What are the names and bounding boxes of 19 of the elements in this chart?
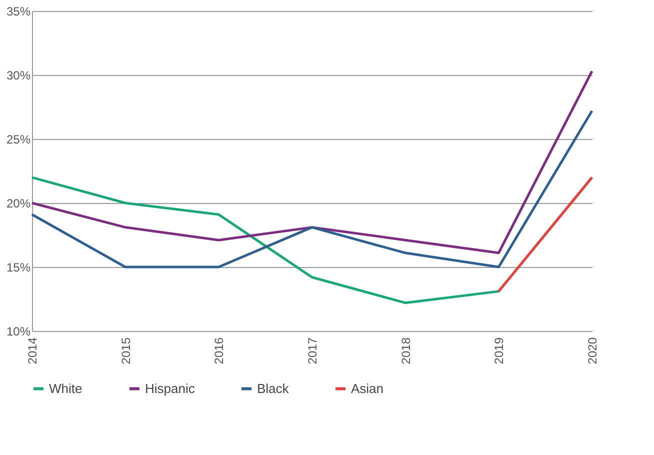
x-tick-label: 2017 xyxy=(306,337,320,364)
legend-label: Black xyxy=(257,380,290,396)
y-tick-label: 15% xyxy=(6,260,31,274)
y-tick-label: 30% xyxy=(6,68,31,82)
line-series xyxy=(30,70,594,254)
x-tick-label: 2020 xyxy=(586,337,600,364)
x-tick-label: 2016 xyxy=(212,337,226,364)
legend-label: Hispanic xyxy=(145,380,196,396)
y-tick-label: 35% xyxy=(6,4,31,18)
legend-label: White xyxy=(49,380,82,396)
y-tick-label: 10% xyxy=(6,324,31,338)
x-tick-label: 2015 xyxy=(118,337,133,364)
line-series xyxy=(30,110,594,268)
legend-label: Asian xyxy=(351,380,384,396)
y-tick-label: 25% xyxy=(6,132,31,146)
x-tick-label: 2018 xyxy=(398,337,413,364)
y-tick-label: 20% xyxy=(6,196,31,210)
x-tick-label: 2014 xyxy=(26,337,40,364)
x-tick-label: 2019 xyxy=(492,337,506,364)
